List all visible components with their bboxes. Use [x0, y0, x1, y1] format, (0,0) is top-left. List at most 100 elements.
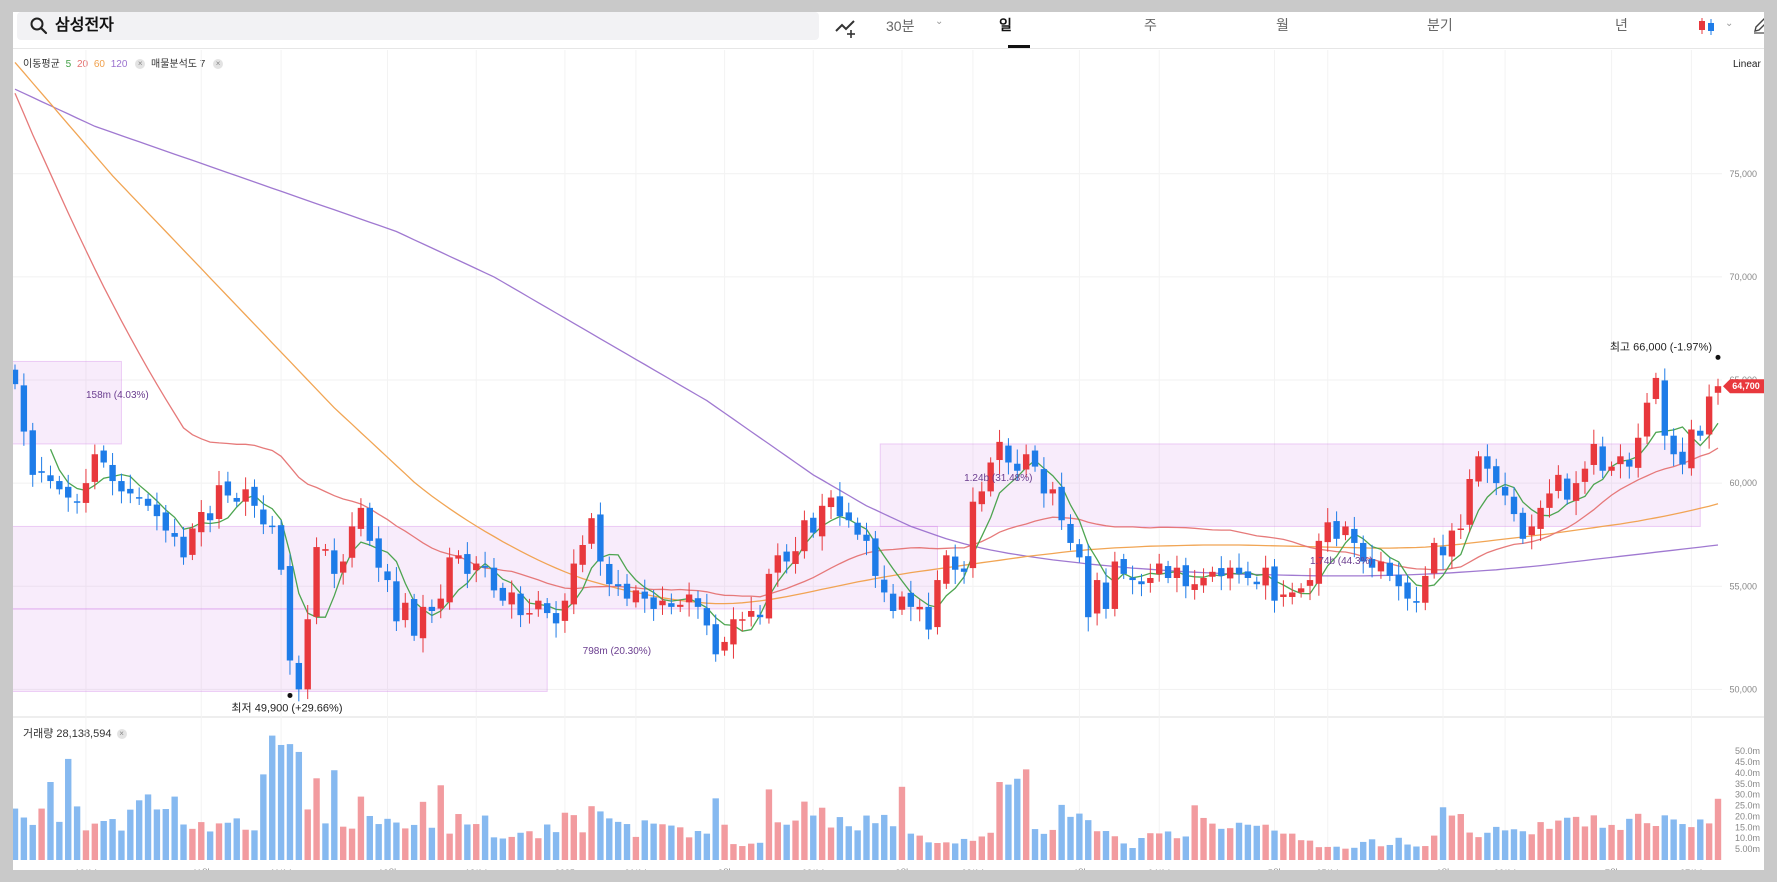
candle-body	[561, 600, 569, 621]
volume-bar	[1661, 815, 1668, 860]
tab-week[interactable]: 주	[1144, 17, 1157, 33]
candle-body	[854, 522, 861, 535]
close-icon[interactable]: ×	[116, 729, 127, 740]
volume-bar	[29, 824, 36, 860]
candle-body	[366, 507, 373, 541]
volume-bar	[1714, 798, 1722, 860]
chevron-down-icon[interactable]: ⌄	[1725, 18, 1734, 29]
candle-body	[1067, 523, 1074, 543]
volume-bar	[1182, 836, 1190, 860]
volume-bar	[508, 836, 515, 860]
active-tab-indicator	[1008, 45, 1030, 48]
volume-bar	[1085, 820, 1092, 860]
volume-bar	[783, 824, 790, 860]
volume-bar	[827, 827, 835, 860]
close-icon[interactable]: ×	[213, 59, 224, 70]
candle-body	[1617, 456, 1624, 465]
candle-body	[1484, 456, 1491, 469]
candle-body	[1386, 562, 1394, 576]
candle-body	[1404, 582, 1411, 599]
candle-body	[375, 538, 382, 568]
volume-bar	[393, 822, 400, 860]
candle-body	[144, 498, 152, 506]
volume-bar	[1581, 826, 1589, 860]
candle-body	[38, 471, 45, 473]
interval-30min-button[interactable]: 30분	[886, 18, 915, 34]
volume-bar	[144, 794, 152, 860]
volume-bar	[1377, 846, 1385, 860]
close-icon[interactable]: ×	[135, 59, 146, 70]
volume-bar	[1484, 832, 1491, 860]
candle-body	[82, 483, 90, 503]
tab-day[interactable]: 일	[999, 17, 1012, 33]
volume-bar	[1546, 828, 1553, 860]
volume-bar	[1643, 823, 1651, 860]
volume-profile-label: 158m (4.03%)	[86, 390, 149, 401]
stock-name[interactable]: 삼성전자	[55, 17, 114, 34]
volume-bar	[739, 846, 746, 860]
candle-body	[490, 567, 498, 591]
candle-body	[313, 547, 320, 617]
candle-body	[224, 481, 232, 496]
candle-body	[543, 603, 551, 614]
candle-body	[20, 385, 28, 432]
low-label: 최저 49,900 (+29.66%)	[231, 701, 342, 714]
candle-body	[242, 489, 249, 502]
candle-body	[1324, 522, 1331, 543]
volume-bar	[854, 830, 861, 860]
tab-month[interactable]: 월	[1276, 17, 1289, 33]
candle-body	[189, 528, 196, 555]
candle-body	[818, 505, 826, 537]
volume-bar	[171, 796, 178, 860]
volume-bar	[375, 824, 382, 860]
stock-search-box[interactable]: 삼성전자	[17, 12, 819, 40]
volume-bar	[322, 823, 329, 860]
volume-bar	[1599, 827, 1606, 860]
tab-year[interactable]: 년	[1615, 17, 1628, 33]
candle-body	[171, 533, 178, 537]
volume-bar	[277, 744, 285, 860]
tab-quarter[interactable]: 분기	[1427, 17, 1453, 33]
candle-body	[934, 580, 941, 628]
volume-bar	[1297, 840, 1305, 860]
volume-bar	[1306, 840, 1314, 860]
volume-bar	[570, 815, 577, 860]
volume-bar	[127, 809, 134, 860]
volume-bar	[153, 809, 161, 860]
candle-body	[393, 581, 400, 622]
volume-bar	[269, 735, 276, 860]
chevron-down-icon[interactable]: ⌄	[935, 16, 944, 27]
volume-tick-label: 30.0m	[1735, 790, 1760, 800]
candle-body	[100, 450, 107, 463]
candle-body	[1226, 567, 1234, 579]
volume-bar	[1209, 823, 1216, 860]
volume-bar	[712, 798, 719, 860]
volume-bar	[907, 833, 915, 860]
candlestick-icon[interactable]	[1696, 15, 1718, 37]
volume-bar	[694, 831, 702, 860]
candle-body	[180, 536, 187, 558]
volume-bar	[1457, 814, 1464, 860]
candle-body	[455, 555, 462, 559]
volume-bar	[1501, 830, 1509, 860]
volume-bar	[952, 843, 959, 860]
candle-body	[597, 514, 604, 562]
volume-bar	[765, 789, 773, 860]
ma120-label: 120	[110, 59, 128, 70]
volume-bar	[1670, 819, 1677, 860]
candle-body	[960, 568, 968, 572]
volume-bar	[987, 832, 994, 860]
candle-body	[357, 507, 365, 529]
candle-body	[348, 526, 356, 558]
volume-bar	[1448, 815, 1456, 860]
line-chart-icon[interactable]	[833, 14, 859, 40]
candle-body	[1590, 443, 1598, 465]
volume-bar	[91, 823, 99, 860]
candle-body	[277, 525, 285, 570]
candle-body	[1156, 563, 1163, 575]
volume-bar	[703, 833, 711, 860]
volume-bar	[1022, 769, 1030, 860]
volume-bar	[473, 824, 480, 860]
candle-body	[1697, 430, 1704, 436]
